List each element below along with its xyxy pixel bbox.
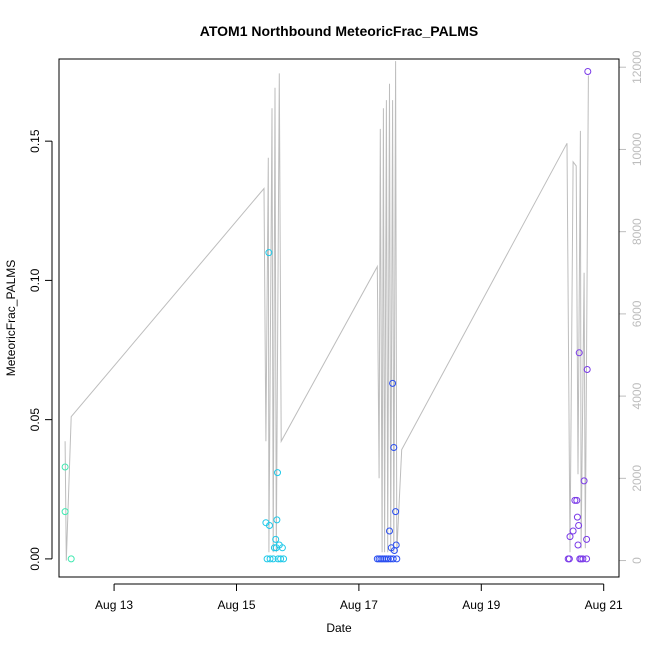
x-tick-label-4: Aug 21 (585, 598, 623, 612)
x-tick-label-3: Aug 19 (462, 598, 500, 612)
data-point-25 (384, 555, 392, 563)
data-point-50 (583, 555, 591, 563)
data-point-17 (278, 544, 286, 552)
data-point-45 (575, 349, 583, 357)
data-point-29 (389, 379, 397, 387)
data-point-4 (265, 249, 273, 257)
data-point-18 (280, 555, 288, 563)
data-point-52 (583, 366, 591, 373)
data-point-7 (266, 555, 274, 563)
data-point-48 (579, 555, 587, 563)
data-point-40 (571, 496, 579, 504)
data-point-42 (573, 513, 581, 521)
chart-title: ATOM1 Northbound MeteoricFrac_PALMS (200, 23, 478, 39)
data-point-37 (565, 555, 573, 563)
data-point-43 (574, 541, 582, 549)
y2-tick-label-1: 2000 (630, 465, 644, 492)
y2-tick-label-4: 8000 (630, 218, 644, 245)
altitude-line-layer (64, 61, 589, 561)
x-tick-label-2: Aug 17 (340, 598, 378, 612)
points-layer (61, 68, 592, 563)
y2-tick-label-3: 6000 (630, 300, 644, 327)
x-tick-label-0: Aug 13 (95, 598, 133, 612)
data-point-16 (277, 555, 285, 563)
y-tick-label-1: 0.05 (28, 408, 42, 432)
y-tick-label-3: 0.15 (28, 129, 42, 153)
y2-tick-label-6: 12000 (630, 50, 644, 84)
data-point-13 (274, 469, 281, 477)
altitude-line (64, 61, 589, 561)
data-point-26 (386, 527, 393, 535)
plot-frame (58, 58, 620, 578)
data-point-12 (273, 516, 281, 524)
y-tick-label-2: 0.10 (28, 268, 42, 292)
data-point-41 (573, 496, 581, 504)
data-point-44 (575, 522, 583, 529)
data-point-35 (393, 555, 401, 563)
data-point-10 (272, 535, 280, 543)
y-tick-label-0: 0.00 (28, 547, 42, 571)
data-point-30 (389, 555, 397, 563)
y2-tick-label-0: 0 (630, 557, 644, 564)
data-point-31 (390, 444, 398, 451)
data-point-1 (61, 508, 69, 516)
x-tick-label-1: Aug 15 (217, 598, 255, 612)
data-point-53 (584, 68, 592, 75)
data-point-5 (266, 522, 273, 529)
y-axis-label: MeteoricFrac_PALMS (4, 260, 18, 376)
data-point-0 (61, 463, 69, 471)
data-point-33 (392, 508, 400, 516)
data-point-51 (583, 535, 591, 543)
data-point-2 (67, 555, 75, 563)
data-point-49 (580, 477, 588, 485)
data-point-39 (569, 527, 577, 535)
data-point-34 (392, 541, 400, 549)
data-point-8 (269, 555, 277, 563)
y2-tick-label-2: 4000 (630, 382, 644, 409)
data-point-24 (382, 555, 390, 563)
x-axis-label: Date (326, 621, 352, 635)
data-point-38 (566, 533, 574, 541)
y2-tick-label-5: 10000 (630, 132, 644, 166)
